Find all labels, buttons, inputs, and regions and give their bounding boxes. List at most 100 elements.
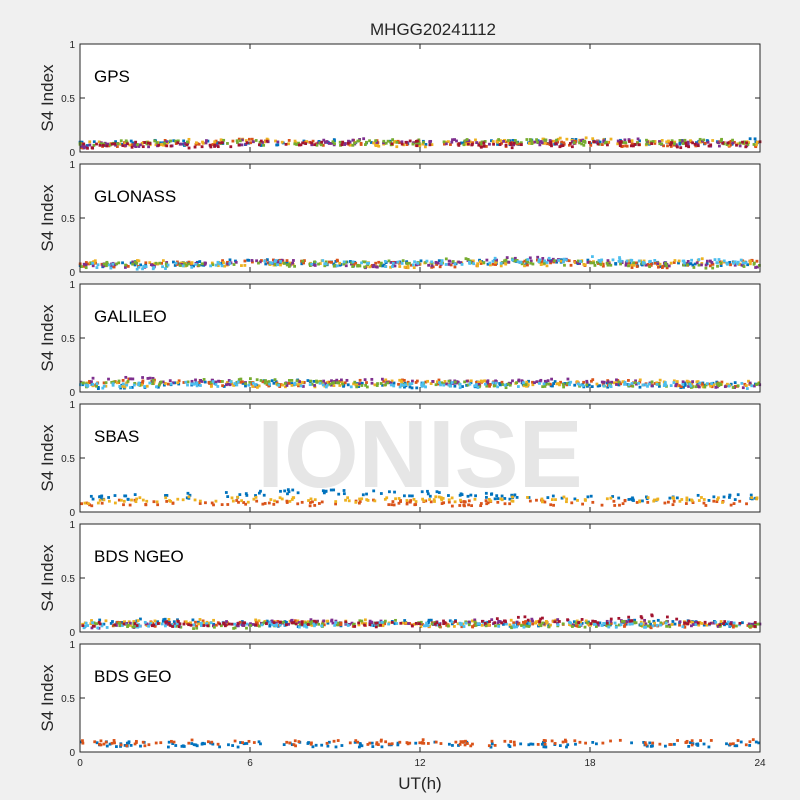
data-point — [565, 382, 569, 385]
data-point — [216, 742, 220, 746]
data-point — [288, 499, 292, 503]
data-point — [245, 626, 248, 630]
data-point — [383, 497, 387, 501]
data-point — [200, 380, 204, 383]
data-point — [601, 262, 605, 266]
data-point — [650, 142, 653, 146]
data-point — [726, 620, 730, 624]
data-point — [668, 743, 672, 746]
data-point — [186, 383, 189, 387]
data-point — [270, 379, 274, 383]
data-point — [184, 142, 187, 145]
data-point — [717, 382, 721, 386]
data-point — [720, 380, 724, 384]
data-point — [344, 142, 347, 145]
data-point — [658, 378, 662, 382]
data-point — [95, 266, 99, 269]
data-point — [161, 265, 164, 269]
data-point — [164, 496, 168, 500]
data-point — [683, 625, 687, 629]
data-point — [691, 621, 695, 625]
data-point — [500, 380, 504, 384]
data-point — [673, 622, 677, 626]
data-point — [499, 497, 503, 501]
data-point — [536, 743, 540, 746]
data-point — [360, 381, 364, 385]
data-point — [615, 383, 618, 386]
data-point — [375, 384, 379, 387]
data-point — [467, 499, 471, 503]
data-point — [100, 624, 104, 628]
data-point — [512, 740, 516, 744]
data-point — [97, 140, 101, 144]
series-1 — [81, 738, 755, 748]
data-point — [589, 622, 593, 626]
data-point — [630, 622, 634, 626]
data-point — [735, 262, 739, 266]
data-point — [597, 259, 601, 262]
data-point — [450, 140, 454, 144]
data-point — [363, 378, 367, 382]
data-point — [474, 494, 477, 498]
data-point — [656, 618, 660, 622]
data-point — [531, 262, 535, 266]
data-point — [285, 384, 289, 387]
data-point — [376, 382, 379, 385]
y-tick-label: 0 — [69, 508, 75, 519]
data-point — [501, 383, 505, 386]
data-point — [630, 139, 634, 143]
data-point — [344, 264, 348, 268]
data-point — [702, 623, 706, 627]
data-point — [112, 380, 116, 384]
data-point — [700, 382, 704, 386]
data-point — [303, 140, 307, 144]
data-point — [594, 625, 598, 628]
data-point — [672, 143, 676, 147]
data-point — [748, 740, 752, 744]
data-point — [592, 623, 596, 626]
data-point — [149, 263, 153, 267]
data-point — [121, 382, 125, 386]
data-point — [578, 625, 581, 628]
data-point — [665, 620, 668, 624]
data-point — [91, 624, 95, 628]
data-point — [97, 621, 101, 624]
data-point — [227, 622, 231, 626]
data-point — [234, 260, 238, 264]
data-point — [80, 265, 83, 269]
data-point — [646, 384, 649, 388]
data-point — [434, 383, 438, 387]
data-point — [486, 501, 490, 505]
data-point — [499, 261, 503, 265]
data-point — [90, 380, 93, 384]
data-point — [397, 382, 400, 386]
data-point — [83, 501, 87, 505]
data-point — [280, 497, 284, 501]
data-point — [708, 382, 712, 386]
data-point — [269, 498, 273, 501]
data-point — [411, 624, 414, 628]
data-point — [238, 139, 242, 143]
data-point — [427, 620, 430, 624]
data-point — [444, 263, 448, 266]
data-point — [704, 504, 708, 507]
data-point — [428, 498, 432, 501]
data-point — [568, 142, 572, 145]
data-point — [735, 143, 738, 147]
data-point — [442, 501, 446, 505]
data-point — [127, 620, 131, 624]
data-point — [199, 624, 203, 627]
data-point — [525, 138, 529, 141]
data-point — [152, 262, 156, 266]
data-point — [627, 615, 631, 619]
data-point — [551, 257, 555, 261]
data-point — [257, 740, 261, 744]
data-point — [700, 263, 703, 267]
data-point — [297, 740, 301, 743]
data-point — [375, 139, 379, 143]
data-point — [124, 139, 128, 143]
data-point — [484, 621, 487, 625]
data-point — [387, 742, 391, 746]
